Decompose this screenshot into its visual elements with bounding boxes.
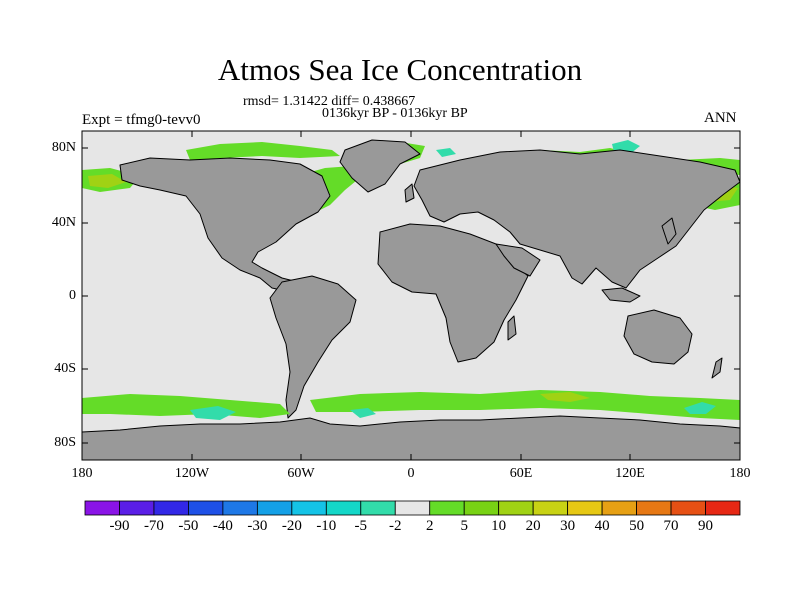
land-japan [661, 217, 677, 245]
legend-swatch-11 [463, 500, 500, 516]
map-title: Atmos Sea Ice Concentration [217, 52, 583, 87]
lon-label-120w: 120W [174, 466, 210, 481]
lon-label-120e: 120E [615, 466, 645, 481]
legend-label-3: -40 [212, 518, 233, 534]
legend-swatch-6 [291, 500, 327, 516]
lat-label-40s: 40S [54, 361, 76, 376]
legend-label-11: 10 [491, 518, 507, 534]
lon-label-180w: 180 [71, 466, 93, 481]
legend-label-1: -70 [143, 518, 164, 534]
land-arabia [495, 243, 541, 277]
legend-label-6: -10 [316, 518, 337, 534]
legend-label-13: 30 [560, 518, 576, 534]
legend-swatch-2 [153, 500, 189, 516]
legend-swatch-16 [636, 500, 672, 516]
legend-swatch-13 [532, 500, 569, 516]
time-period: 0136kyr BP - 0136kyr BP [322, 106, 468, 121]
legend-swatch-8 [360, 500, 396, 516]
legend-swatch-1 [119, 500, 155, 516]
legend-label-16: 70 [663, 518, 679, 534]
legend-swatch-14 [567, 500, 603, 516]
land-indonesia [601, 287, 641, 303]
rmsd-diff-stats: rmsd= 1.31422 diff= 0.438667 [243, 94, 416, 109]
arctic-band-alaska [186, 142, 340, 160]
lat-label-40n: 40N [51, 215, 76, 230]
lon-label-0: 0 [407, 466, 415, 481]
legend-swatch-12 [498, 500, 534, 516]
antarctic-mid-patch [540, 392, 590, 402]
legend-swatch-7 [325, 500, 362, 516]
antarctic-band-west [82, 394, 290, 418]
antarctic-band-east [310, 390, 740, 420]
land-antarctica [81, 415, 741, 461]
land-eurasia [413, 149, 741, 289]
land-south-america [269, 275, 357, 419]
legend-label-12: 20 [525, 518, 541, 534]
antarctic-decrease-3 [350, 408, 376, 418]
season-label: ANN [704, 110, 737, 126]
antarctic-decrease-1 [190, 406, 236, 420]
lon-label-180e: 180 [729, 466, 751, 481]
arctic-mid-bering [88, 174, 126, 188]
legend-label-9: 2 [425, 518, 434, 534]
lat-label-0: 0 [69, 288, 76, 303]
land-masses [119, 139, 741, 419]
lon-label-60w: 60W [287, 466, 315, 481]
legend-color-bar [84, 500, 741, 516]
lat-label-80n: 80N [51, 140, 76, 155]
legend-label-7: -5 [354, 518, 368, 534]
legend-label-14: 40 [594, 518, 610, 534]
lon-ticks [81, 131, 741, 460]
legend-label-17: 90 [698, 518, 714, 534]
legend-label-5: -20 [281, 518, 302, 534]
legend-swatch-15 [601, 500, 637, 516]
land-madagascar [507, 315, 517, 341]
lon-label-60e: 60E [509, 466, 533, 481]
legend-swatch-17 [670, 500, 706, 516]
legend-label-2: -50 [178, 518, 199, 534]
land-uk [404, 183, 415, 203]
legend-label-0: -90 [109, 518, 130, 534]
legend-label-10: 5 [460, 518, 468, 534]
legend-swatch-3 [188, 500, 224, 516]
antarctic-decrease-2 [684, 402, 716, 414]
arctic-decrease-small [436, 148, 456, 157]
land-greenland [339, 139, 421, 193]
legend-swatch-4 [222, 500, 258, 516]
legend-swatch-5 [256, 500, 293, 516]
land-africa [377, 223, 529, 363]
legend-label-15: 50 [629, 518, 645, 534]
legend-swatch-0 [84, 500, 120, 516]
antarctic-ice-change [82, 390, 740, 420]
legend-swatch-9 [394, 500, 431, 516]
legend-label-8: -2 [389, 518, 402, 534]
legend-label-4: -30 [247, 518, 268, 534]
legend-swatch-10 [429, 500, 465, 516]
lat-label-80s: 80S [54, 435, 76, 450]
land-australia [623, 309, 693, 365]
legend-swatch-18 [705, 500, 741, 516]
experiment-label: Expt = tfmg0-tevv0 [82, 112, 201, 128]
land-new-zealand [711, 357, 723, 379]
lat-ticks [82, 147, 740, 444]
land-north-america [119, 157, 331, 293]
